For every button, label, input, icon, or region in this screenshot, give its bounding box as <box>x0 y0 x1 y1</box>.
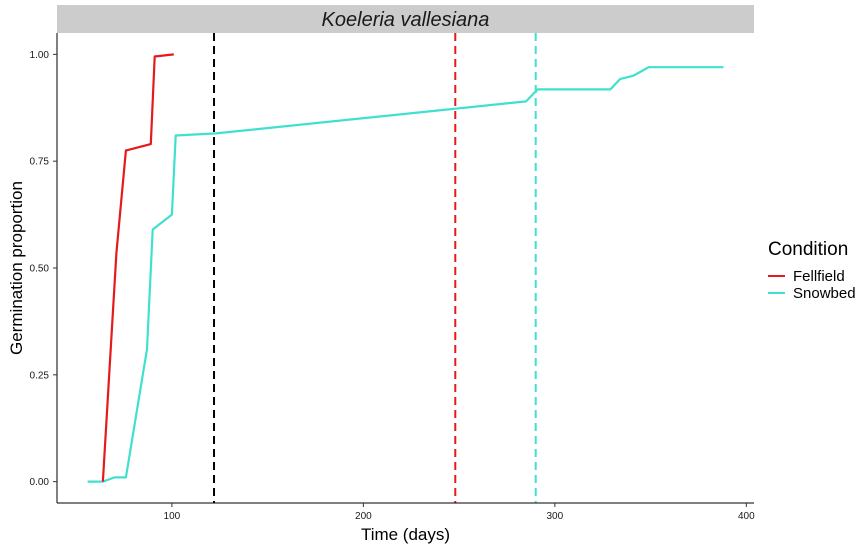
series-lines <box>87 53 724 483</box>
x-tick-label: 300 <box>547 511 564 522</box>
legend: Condition Fellfield Snowbed <box>768 239 856 302</box>
series-line-snowbed <box>87 66 724 483</box>
x-tick-label: 100 <box>164 511 181 522</box>
series-line-fellfield <box>101 53 174 482</box>
facet-strip <box>57 5 754 33</box>
x-tick-label: 400 <box>738 511 755 522</box>
y-tick-label: 1.00 <box>30 50 50 61</box>
facet-title: Koeleria vallesiana <box>322 9 490 31</box>
reference-lines <box>213 33 537 503</box>
y-tick-label: 0.00 <box>30 477 50 488</box>
legend-label-snowbed: Snowbed <box>793 285 856 302</box>
legend-title: Condition <box>768 239 848 260</box>
y-tick-label: 0.25 <box>30 370 50 381</box>
y-axis-title: Germination proportion <box>7 181 26 355</box>
x-axis-title: Time (days) <box>361 525 450 544</box>
x-axis-ticks: 100 200 300 400 <box>164 503 755 522</box>
y-tick-label: 0.75 <box>30 157 50 168</box>
y-tick-label: 0.50 <box>30 264 50 275</box>
y-axis-ticks: 0.00 0.25 0.50 0.75 1.00 <box>30 50 57 488</box>
x-tick-label: 200 <box>355 511 372 522</box>
legend-label-fellfield: Fellfield <box>793 268 845 285</box>
